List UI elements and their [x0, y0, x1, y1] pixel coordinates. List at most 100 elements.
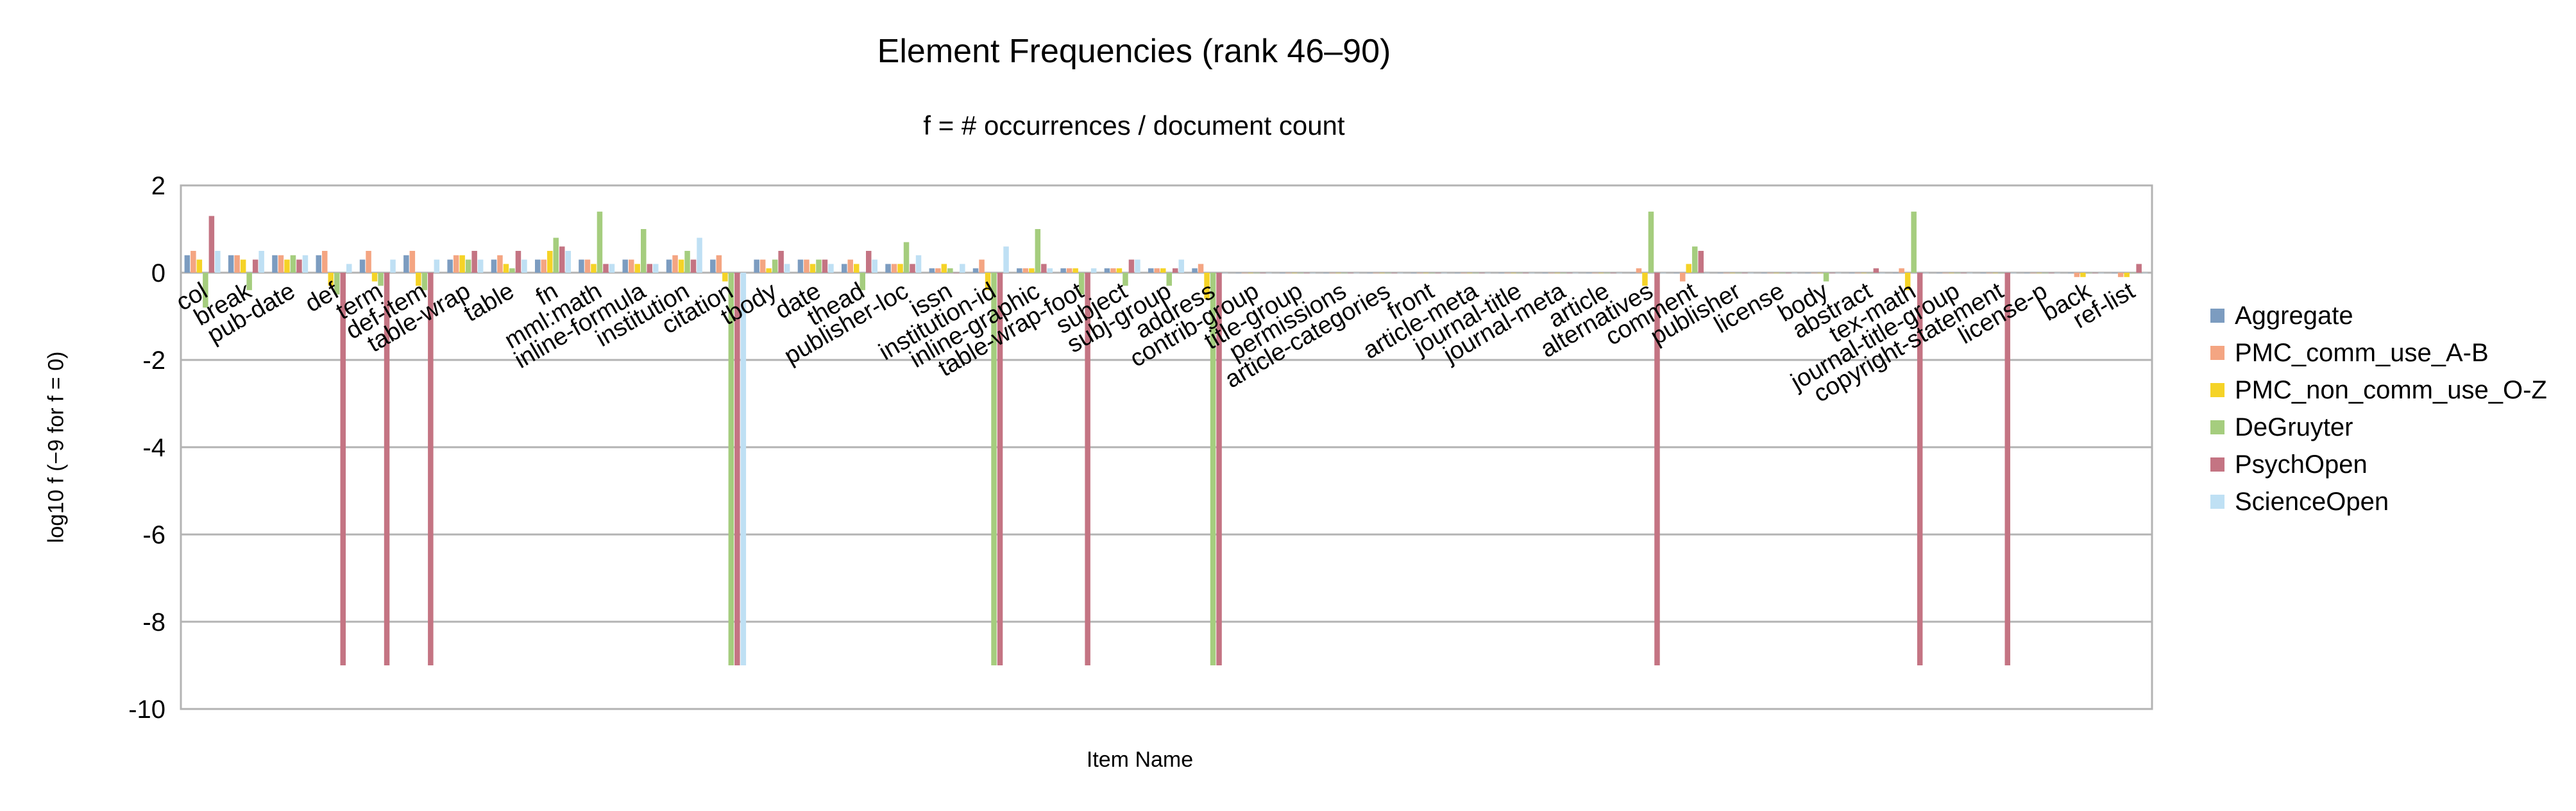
bar-psychopen-subj-group	[1173, 268, 1178, 273]
bar-pmc-comm-use-a-b-break	[234, 255, 240, 273]
bar-psychopen-inline-formula	[647, 264, 652, 273]
bar-pmc-comm-use-a-b-institution	[672, 255, 678, 273]
bar-pmc-comm-use-a-b-mml-math	[584, 259, 591, 273]
bar-scienceopen-institution-id	[1003, 246, 1009, 273]
bar-psychopen-inline-graphic	[1041, 264, 1047, 273]
bar-psychopen-copyright-statement	[2004, 273, 2010, 665]
bar-psychopen-pub-date	[296, 259, 302, 273]
bar-pmc-comm-use-a-b-issn	[935, 268, 941, 273]
bar-pmc-non-comm-use-o-z-institution	[678, 259, 684, 273]
bar-pmc-non-comm-use-o-z-pub-date	[284, 259, 290, 273]
bar-scienceopen-date	[828, 264, 834, 273]
bar-pmc-non-comm-use-o-z-issn	[941, 264, 947, 273]
bar-psychopen-institution-id	[997, 273, 1003, 665]
bar-psychopen-def	[340, 273, 346, 665]
bar-scienceopen-subj-group	[1178, 259, 1184, 273]
legend-label: PMC_comm_use_A-B	[2235, 338, 2489, 367]
bar-pmc-comm-use-a-b-def	[322, 251, 328, 273]
legend-swatch	[2210, 309, 2224, 323]
bar-pmc-non-comm-use-o-z-table-wrap-foot	[1072, 268, 1078, 273]
bar-aggregate-thead	[842, 264, 847, 273]
chart-title: Element Frequencies (rank 46–90)	[877, 33, 1391, 70]
bar-pmc-comm-use-a-b-back	[2074, 273, 2080, 277]
bar-psychopen-mml-math	[603, 264, 609, 273]
bar-pmc-non-comm-use-o-z-mml-math	[591, 264, 597, 273]
bar-psychopen-table-wrap-foot	[1085, 273, 1090, 665]
chart-legend: Aggregate PMC_comm_use_A-B PMC_non_comm_us…	[2210, 297, 2547, 520]
bar-pmc-non-comm-use-o-z-inline-formula	[634, 264, 640, 273]
bar-pmc-non-comm-use-o-z-def-item	[416, 273, 421, 286]
bar-pmc-comm-use-a-b-publisher-loc	[891, 264, 897, 273]
bar-scienceopen-tbody	[784, 264, 790, 273]
bar-scienceopen-break	[258, 251, 264, 273]
bar-psychopen-address	[1216, 273, 1222, 665]
y-tick-label: -10	[128, 696, 165, 724]
bar-psychopen-publisher-loc	[910, 264, 915, 273]
bar-scienceopen-publisher-loc	[915, 255, 922, 273]
bar-pmc-comm-use-a-b-thead	[847, 259, 853, 273]
bar-degruyter-mml-math	[597, 211, 603, 273]
legend-label: Aggregate	[2235, 301, 2353, 330]
bar-pmc-non-comm-use-o-z-comment	[1686, 264, 1691, 273]
bar-psychopen-citation	[734, 273, 740, 665]
bar-degruyter-citation	[728, 273, 734, 665]
bar-degruyter-publisher-loc	[903, 242, 910, 273]
legend-swatch	[2210, 346, 2224, 360]
bar-psychopen-subject	[1128, 259, 1135, 273]
legend-entry: Aggregate	[2210, 297, 2547, 334]
bar-aggregate-col	[184, 255, 191, 273]
bar-pmc-non-comm-use-o-z-ref-list	[2124, 273, 2130, 277]
bar-aggregate-table-wrap-foot	[1060, 268, 1066, 273]
bar-scienceopen-inline-formula	[653, 264, 659, 273]
bar-scienceopen-subject	[1135, 259, 1140, 273]
bar-psychopen-ref-list	[2136, 264, 2142, 273]
bar-scienceopen-mml-math	[609, 264, 615, 273]
bar-pmc-non-comm-use-o-z-address	[1204, 273, 1210, 299]
bar-pmc-non-comm-use-o-z-subj-group	[1160, 268, 1166, 273]
bar-aggregate-def	[316, 255, 321, 273]
bar-pmc-non-comm-use-o-z-tbody	[766, 268, 772, 273]
bar-psychopen-table-wrap	[471, 251, 477, 273]
bar-scienceopen-def	[346, 264, 352, 273]
bar-pmc-comm-use-a-b-tex-math	[1899, 268, 1904, 273]
legend-label: DeGruyter	[2235, 413, 2353, 441]
y-tick-label: -6	[142, 521, 165, 549]
bar-degruyter-tbody	[772, 259, 778, 273]
bar-pmc-non-comm-use-o-z-def	[328, 273, 334, 286]
bar-pmc-comm-use-a-b-table-wrap-foot	[1066, 268, 1072, 273]
bar-degruyter-def-item	[421, 273, 428, 291]
legend-entry: PsychOpen	[2210, 446, 2547, 483]
bar-degruyter-col	[203, 273, 208, 308]
bar-degruyter-issn	[947, 268, 953, 273]
bar-psychopen-table	[515, 251, 521, 273]
legend-entry: ScienceOpen	[2210, 483, 2547, 520]
legend-swatch	[2210, 457, 2224, 472]
bar-degruyter-inline-formula	[641, 229, 647, 273]
bar-psychopen-break	[252, 259, 258, 273]
bar-pmc-non-comm-use-o-z-subject	[1116, 268, 1123, 273]
bar-degruyter-term	[378, 273, 384, 286]
bar-pmc-non-comm-use-o-z-inline-graphic	[1029, 268, 1035, 273]
bar-scienceopen-pub-date	[302, 255, 309, 273]
bar-degruyter-table-wrap-foot	[1078, 273, 1085, 295]
bar-aggregate-tbody	[754, 259, 759, 273]
x-tick-label: table	[459, 277, 518, 327]
bar-psychopen-comment	[1698, 251, 1704, 273]
bar-aggregate-mml-math	[579, 259, 584, 273]
bar-aggregate-issn	[929, 268, 935, 273]
bar-pmc-non-comm-use-o-z-tex-math	[1904, 273, 1911, 291]
bar-pmc-comm-use-a-b-def-item	[409, 251, 416, 273]
bar-degruyter-tex-math	[1911, 211, 1917, 273]
bar-pmc-non-comm-use-o-z-term	[371, 273, 378, 282]
legend-label: PMC_non_comm_use_O-Z	[2235, 375, 2547, 404]
bar-pmc-comm-use-a-b-inline-formula	[629, 259, 634, 273]
bar-pmc-comm-use-a-b-citation	[716, 255, 722, 273]
bar-pmc-non-comm-use-o-z-date	[809, 264, 816, 273]
bar-aggregate-break	[228, 255, 234, 273]
bar-pmc-comm-use-a-b-alternatives	[1636, 268, 1642, 273]
legend-label: PsychOpen	[2235, 450, 2368, 479]
bar-pmc-non-comm-use-o-z-break	[240, 259, 246, 273]
bar-scienceopen-term	[390, 259, 396, 273]
legend-entry: DeGruyter	[2210, 409, 2547, 446]
